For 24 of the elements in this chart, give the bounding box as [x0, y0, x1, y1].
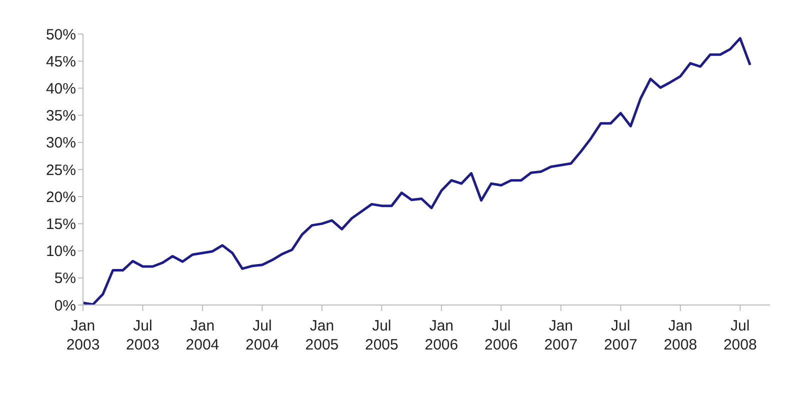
- x-tick-label: Jul 2006: [484, 318, 518, 354]
- y-tick-label: 5%: [54, 270, 76, 288]
- y-tick-label: 50%: [46, 26, 76, 44]
- x-tick-label: Jul 2007: [604, 318, 638, 354]
- x-tick-label: Jul 2005: [365, 318, 398, 354]
- y-tick-label: 35%: [46, 108, 76, 125]
- x-tick-label: Jul 2008: [723, 318, 757, 354]
- y-tick-label: 25%: [46, 162, 76, 179]
- y-tick-label: 45%: [46, 53, 76, 70]
- x-tick-label: Jan 2007: [544, 318, 578, 354]
- line-series: [83, 37, 752, 305]
- y-tick-label: 40%: [46, 80, 76, 98]
- y-tick-label: 20%: [46, 188, 76, 206]
- y-tick-label: 15%: [46, 216, 76, 234]
- x-tick-label: Jul 2004: [246, 318, 279, 354]
- x-tick-label: Jan 2008: [664, 318, 698, 354]
- x-tick-label: Jan 2004: [186, 318, 220, 354]
- x-tick-label: Jan 2006: [424, 318, 458, 354]
- y-tick-label: 30%: [46, 134, 76, 152]
- x-tick-label: Jan 2003: [66, 318, 100, 354]
- y-tick-label: 10%: [46, 243, 76, 260]
- y-tick-label: 0%: [54, 297, 76, 314]
- x-tick-label: Jul 2003: [126, 318, 160, 354]
- x-tick-label: Jan 2005: [305, 318, 339, 354]
